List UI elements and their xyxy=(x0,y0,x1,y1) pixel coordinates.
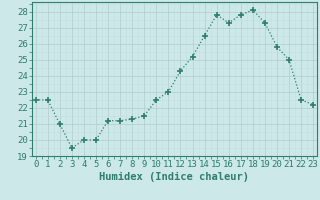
X-axis label: Humidex (Indice chaleur): Humidex (Indice chaleur) xyxy=(100,172,249,182)
